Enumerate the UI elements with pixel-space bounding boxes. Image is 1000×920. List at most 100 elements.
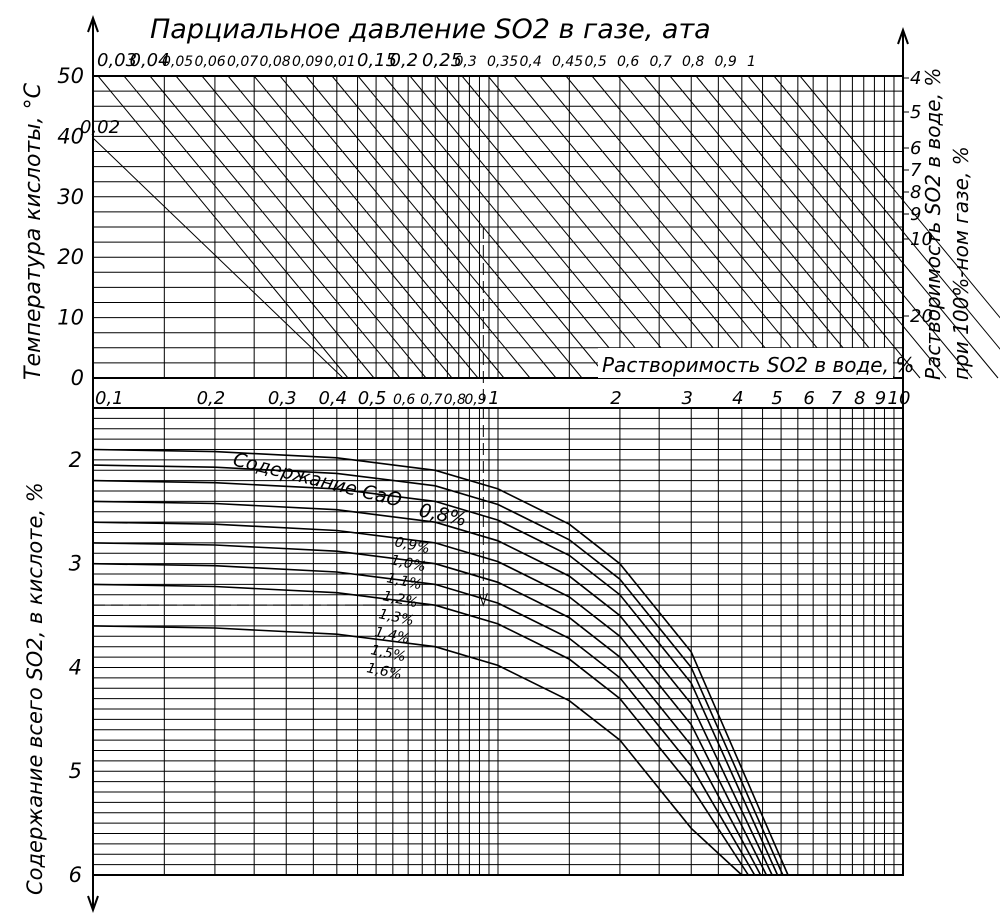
pressure-line <box>799 75 1000 319</box>
right-axis-label-2: при 100%-ном газе, % <box>949 146 973 380</box>
frame <box>87 15 909 913</box>
top-tick-label: 0,07 <box>227 54 258 70</box>
cao-series-label: 1,0% <box>389 552 427 575</box>
top-tick-label: 0,35 <box>487 54 518 70</box>
right-tick-label: 5 <box>910 102 921 123</box>
right-tick-label: 7 <box>910 160 922 181</box>
pressure-line <box>591 75 843 379</box>
top-tick-label: 0,7 <box>650 54 672 70</box>
solubility-tick-label: 0,7 <box>420 392 442 408</box>
solubility-tick-labels: 0,1 0,2 0,3 0,4 0,5 0,6 0,7 0,80,9 1 2 3 4 5 6 7 8 9 10 <box>95 388 910 409</box>
right-tick-label: 8 <box>910 182 921 203</box>
curves-title: Содержание CaO <box>231 449 404 512</box>
solubility-tick-label: 0,5 <box>358 388 387 409</box>
cao-series-label: 1,4% <box>373 624 411 647</box>
example-arrow <box>478 593 488 607</box>
solubility-tick-label: 0,3 <box>268 388 297 409</box>
cao-curve <box>92 521 768 876</box>
bottom-arrow <box>87 895 99 913</box>
solubility-tick-label: 6 <box>803 388 814 409</box>
cao-curve <box>92 625 743 876</box>
solubility-tick-label: 4 <box>732 388 743 409</box>
top-tick-label: 0,2 <box>390 50 419 71</box>
cao-series-label: 1,1% <box>385 570 423 593</box>
top-tick-label: 0,03 <box>97 50 137 71</box>
solubility-tick-label: 5 <box>771 388 782 409</box>
pressure-line <box>461 75 713 379</box>
pressure-line <box>383 75 635 379</box>
right-tick-label: 10 <box>910 229 933 250</box>
cao-curve <box>92 464 784 876</box>
pressure-line <box>617 75 869 379</box>
top-tick-label: 0,04 <box>130 50 170 71</box>
top-tick-label: 0,09 <box>292 54 323 70</box>
pressure-line <box>409 75 661 379</box>
cao-curve <box>92 500 773 876</box>
temperature-tick-label: 10 <box>57 306 84 330</box>
cao-curve <box>92 542 762 876</box>
solubility-tick-label: 10 <box>888 388 911 409</box>
right-tick-label: 20 <box>910 306 933 327</box>
temperature-tick-label: 0 <box>71 366 84 390</box>
solubility-tick-label: 3 <box>682 388 693 409</box>
total-so2-tick-label: 2 <box>69 448 82 472</box>
pressure-line <box>747 75 999 379</box>
cao-series-label: 0,8% <box>417 499 469 531</box>
cao-curves <box>92 448 789 876</box>
top-tick-label: 1 <box>747 54 756 70</box>
top-tick-label: 0,08 <box>260 54 291 70</box>
top-tick-labels: 0,030,040,05 0,06 0,07 0,08 0,09 0,01 0,150,2 0… <box>80 50 756 138</box>
cao-series-label: 1,3% <box>377 606 415 629</box>
right-tick-label: 6 <box>910 138 921 159</box>
right-tick-label: 4 <box>910 68 921 89</box>
pressure-line <box>539 75 791 379</box>
right-axis-label-1: Растворимость SO2 в воде, % <box>921 68 945 380</box>
pressure-line <box>435 75 687 379</box>
solubility-tick-label: 0,2 <box>197 388 226 409</box>
total-so2-axis-label: Содержание всего SO2, в кислоте, % <box>23 482 47 895</box>
solubility-tick-label: 0,1 <box>95 388 124 409</box>
top-tick-label: 0,8 <box>682 54 704 70</box>
pressure-line <box>695 75 947 379</box>
cao-series-label: 1,5% <box>369 642 407 665</box>
top-tick-label: 0,02 <box>80 117 120 138</box>
cao-series-label: 0,9% <box>393 534 431 557</box>
pressure-line <box>487 75 739 379</box>
middle-band <box>94 379 902 407</box>
temperature-tick-label: 50 <box>57 64 84 88</box>
top-tick-label: 0,15 <box>357 50 397 71</box>
pressure-line <box>253 75 505 379</box>
pressure-line <box>773 75 1000 350</box>
top-tick-label: 0,05 <box>162 54 193 70</box>
grid <box>92 75 903 876</box>
cao-series-label: 1,2% <box>381 588 419 611</box>
top-arrow <box>87 15 99 33</box>
total-so2-tick-label: 5 <box>69 759 82 783</box>
temperature-axis-label: Температура кислоты, °C <box>21 82 46 380</box>
solubility-tick-label: 2 <box>610 388 621 409</box>
chart-title: Парциальное давление SO2 в газе, ата <box>150 14 711 45</box>
top-tick-label: 0,9 <box>715 54 737 70</box>
top-tick-label: 0,01 <box>325 54 356 70</box>
temperature-tick-labels: 0 10 20 30 40 50 <box>57 64 84 390</box>
total-so2-tick-labels: 2 3 4 5 6 <box>69 448 82 887</box>
cao-curve <box>92 448 789 876</box>
solubility-tick-label: 0,4 <box>319 388 348 409</box>
solubility-tick-label: 9 <box>875 388 886 409</box>
solubility-tick-label: 0,8 <box>444 392 466 408</box>
total-so2-tick-label: 3 <box>69 552 82 576</box>
middle-axis-label-bg <box>598 348 893 378</box>
series-labels: 0,8% 0,9%1,0%1,1%1,2%1,3%1,4%1,5%1,6% <box>365 499 469 683</box>
total-so2-tick-label: 6 <box>69 863 82 887</box>
temperature-tick-label: 20 <box>57 245 84 269</box>
top-tick-label: 0,4 <box>520 54 542 70</box>
temperature-tick-label: 30 <box>57 185 84 209</box>
pressure-line <box>92 137 344 379</box>
top-tick-label: 0,25 <box>422 50 462 71</box>
right-arrow <box>897 27 909 45</box>
top-tick-label: 0,6 <box>617 54 639 70</box>
total-so2-tick-label: 4 <box>69 655 82 679</box>
solubility-tick-label: 7 <box>831 388 843 409</box>
top-tick-label: 0,5 <box>585 54 607 70</box>
